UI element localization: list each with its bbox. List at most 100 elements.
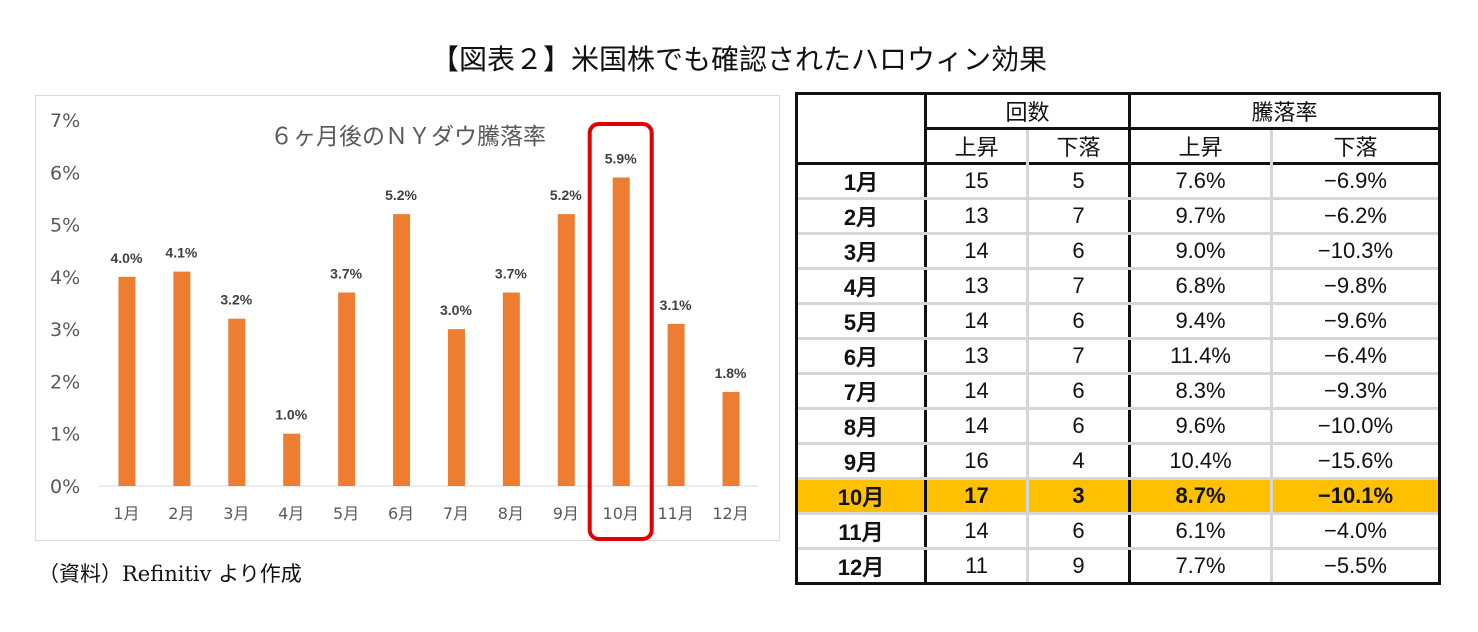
table-row: 5月 14 6 9.4% −9.6% bbox=[798, 303, 1438, 340]
down-rate-cell: −10.1% bbox=[1269, 478, 1438, 515]
data-label: 5.2% bbox=[385, 187, 417, 203]
down-rate-cell: −10.0% bbox=[1269, 408, 1438, 445]
bar bbox=[173, 271, 191, 486]
x-tick-label: 8月 bbox=[498, 504, 524, 523]
down-count-cell: 4 bbox=[1026, 443, 1130, 480]
up-rate-cell: 7.7% bbox=[1128, 548, 1272, 582]
bar bbox=[447, 329, 465, 486]
data-label: 3.7% bbox=[495, 266, 527, 282]
bar bbox=[283, 433, 301, 486]
bar bbox=[228, 318, 246, 486]
down-rate-cell: −9.8% bbox=[1269, 268, 1438, 305]
month-cell: 8月 bbox=[798, 408, 926, 445]
down-count-cell: 5 bbox=[1026, 163, 1130, 200]
data-label: 1.8% bbox=[715, 365, 747, 381]
table-row: 12月 11 9 7.7% −5.5% bbox=[798, 548, 1438, 582]
table-row: 3月 14 6 9.0% −10.3% bbox=[798, 233, 1438, 270]
up-rate-cell: 9.4% bbox=[1128, 303, 1272, 340]
down-rate-cell: −6.4% bbox=[1269, 338, 1438, 375]
bar bbox=[338, 292, 356, 486]
corner-cell bbox=[798, 95, 926, 165]
month-cell: 1月 bbox=[798, 163, 926, 200]
up-rate-cell: 6.8% bbox=[1128, 268, 1272, 305]
x-tick-label: 9月 bbox=[553, 504, 579, 523]
down-rate-cell: −6.9% bbox=[1269, 163, 1438, 200]
y-tick-label: 5% bbox=[50, 215, 80, 237]
down-count-cell: 6 bbox=[1026, 233, 1130, 270]
stats-table: 回数 騰落率 上昇 下落 上昇 下落 1月 15 5 7.6% −6.9% 2月 13 7 9.… bbox=[795, 92, 1441, 585]
y-tick-label: 6% bbox=[50, 162, 80, 184]
down-count-cell: 6 bbox=[1026, 373, 1130, 410]
down-rate-cell: −9.3% bbox=[1269, 373, 1438, 410]
x-tick-label: 2月 bbox=[168, 504, 194, 523]
highlight-box bbox=[587, 122, 654, 541]
down-count-cell: 6 bbox=[1026, 408, 1130, 445]
y-tick-label: 3% bbox=[50, 319, 80, 341]
up-rate-cell: 9.6% bbox=[1128, 408, 1272, 445]
data-label: 5.9% bbox=[605, 151, 637, 167]
up-rate-cell: 8.3% bbox=[1128, 373, 1272, 410]
up-rate-cell: 9.7% bbox=[1128, 198, 1272, 235]
y-tick-label: 4% bbox=[50, 267, 80, 289]
header-count: 回数 bbox=[923, 95, 1130, 130]
x-tick-label: 6月 bbox=[388, 504, 414, 523]
subheader-count-down: 下落 bbox=[1026, 128, 1130, 164]
data-label: 3.2% bbox=[220, 292, 252, 308]
down-rate-cell: −9.6% bbox=[1269, 303, 1438, 340]
up-count-cell: 13 bbox=[923, 268, 1028, 305]
bar bbox=[612, 177, 630, 486]
table-row: 10月 17 3 8.7% −10.1% bbox=[798, 478, 1438, 515]
data-label: 4.0% bbox=[110, 250, 142, 266]
down-count-cell: 9 bbox=[1026, 548, 1130, 582]
bar bbox=[393, 214, 411, 486]
header-rate: 騰落率 bbox=[1128, 95, 1438, 130]
table-row: 8月 14 6 9.6% −10.0% bbox=[798, 408, 1438, 445]
data-label: 3.1% bbox=[660, 297, 692, 313]
chart-svg: ６ヶ月後のＮＹダウ騰落率 0% 1% 2% 3% 4% 5% 6% 7% 4.0% 1月 4.1% 2… bbox=[50, 110, 758, 541]
data-label: 3.7% bbox=[330, 266, 362, 282]
up-count-cell: 15 bbox=[923, 163, 1028, 200]
up-rate-cell: 10.4% bbox=[1128, 443, 1272, 480]
bar bbox=[502, 292, 520, 486]
subheader-rate-down: 下落 bbox=[1269, 128, 1438, 164]
up-count-cell: 16 bbox=[923, 443, 1028, 480]
up-rate-cell: 11.4% bbox=[1128, 338, 1272, 375]
table-row: 2月 13 7 9.7% −6.2% bbox=[798, 198, 1438, 235]
y-tick-label: 1% bbox=[50, 424, 80, 446]
down-rate-cell: −6.2% bbox=[1269, 198, 1438, 235]
data-label: 4.1% bbox=[165, 245, 197, 261]
month-cell: 9月 bbox=[798, 443, 926, 480]
subheader-rate-up: 上昇 bbox=[1128, 128, 1272, 164]
table-row: 7月 14 6 8.3% −9.3% bbox=[798, 373, 1438, 410]
down-count-cell: 7 bbox=[1026, 268, 1130, 305]
bar bbox=[722, 391, 740, 486]
up-count-cell: 17 bbox=[923, 478, 1028, 515]
down-rate-cell: −15.6% bbox=[1269, 443, 1438, 480]
y-tick-label: 7% bbox=[50, 110, 80, 132]
x-tick-label: 11月 bbox=[657, 504, 693, 523]
table-row: 6月 13 7 11.4% −6.4% bbox=[798, 338, 1438, 375]
subheader-count-up: 上昇 bbox=[923, 128, 1028, 164]
up-rate-cell: 8.7% bbox=[1128, 478, 1272, 515]
y-tick-label: 0% bbox=[50, 476, 80, 498]
table-row: 1月 15 5 7.6% −6.9% bbox=[798, 163, 1438, 200]
up-count-cell: 14 bbox=[923, 233, 1028, 270]
down-rate-cell: −5.5% bbox=[1269, 548, 1438, 582]
down-rate-cell: −10.3% bbox=[1269, 233, 1438, 270]
up-rate-cell: 9.0% bbox=[1128, 233, 1272, 270]
down-count-cell: 3 bbox=[1026, 478, 1130, 515]
up-count-cell: 13 bbox=[923, 338, 1028, 375]
bar-chart: ６ヶ月後のＮＹダウ騰落率 0% 1% 2% 3% 4% 5% 6% 7% 4.0% 1月 4.1% 2… bbox=[35, 95, 780, 541]
bar bbox=[118, 276, 136, 486]
month-cell: 3月 bbox=[798, 233, 926, 270]
y-tick-label: 2% bbox=[50, 371, 80, 393]
table-row: 4月 13 7 6.8% −9.8% bbox=[798, 268, 1438, 305]
down-count-cell: 6 bbox=[1026, 303, 1130, 340]
down-count-cell: 7 bbox=[1026, 338, 1130, 375]
data-label: 5.2% bbox=[550, 187, 582, 203]
data-label: 3.0% bbox=[440, 302, 472, 318]
up-count-cell: 14 bbox=[923, 303, 1028, 340]
month-cell: 6月 bbox=[798, 338, 926, 375]
x-tick-label: 3月 bbox=[223, 504, 249, 523]
month-cell: 5月 bbox=[798, 303, 926, 340]
